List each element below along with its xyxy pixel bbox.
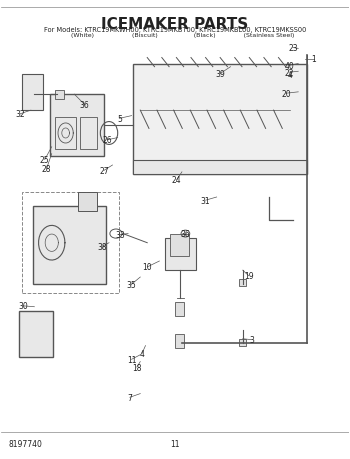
Bar xyxy=(22,193,119,293)
Bar xyxy=(19,312,54,357)
Text: 25: 25 xyxy=(40,156,50,165)
Text: 36: 36 xyxy=(181,230,190,239)
Bar xyxy=(133,161,307,175)
Text: 4: 4 xyxy=(140,349,145,358)
Text: 40: 40 xyxy=(285,62,294,71)
Bar xyxy=(170,234,189,257)
Text: 20: 20 xyxy=(281,90,291,99)
Text: 19: 19 xyxy=(244,272,253,280)
Text: 39: 39 xyxy=(215,70,225,79)
Text: 30: 30 xyxy=(18,302,28,311)
Text: 8197740: 8197740 xyxy=(8,439,42,448)
Text: 22: 22 xyxy=(285,68,294,78)
Text: For Models: KTRC19MKWH00, KTRC19MKBT00, KTRC19MKBL00, KTRC19MKSS00: For Models: KTRC19MKWH00, KTRC19MKBT00, … xyxy=(44,27,306,33)
Text: 10: 10 xyxy=(142,263,152,272)
Bar xyxy=(133,65,307,175)
Bar xyxy=(33,207,106,284)
Text: 18: 18 xyxy=(132,363,141,372)
Text: 26: 26 xyxy=(103,136,112,145)
Text: 28: 28 xyxy=(42,165,51,174)
Text: 27: 27 xyxy=(99,167,108,176)
Text: ICEMAKER PARTS: ICEMAKER PARTS xyxy=(102,17,248,32)
Text: 32: 32 xyxy=(15,110,25,119)
Text: 1: 1 xyxy=(312,55,316,64)
Text: 5: 5 xyxy=(117,115,122,123)
Bar xyxy=(55,90,64,100)
Text: 3: 3 xyxy=(249,336,254,344)
Text: 33: 33 xyxy=(115,230,125,240)
Bar xyxy=(78,193,97,211)
Text: 11: 11 xyxy=(170,439,180,448)
Bar xyxy=(239,280,246,286)
Text: 7: 7 xyxy=(127,393,132,402)
Text: (White)                   (Biscuit)                  (Black)              (Stain: (White) (Biscuit) (Black) (Stain xyxy=(55,34,295,38)
Text: 24: 24 xyxy=(172,176,182,185)
Bar xyxy=(55,118,76,150)
Bar xyxy=(50,95,104,157)
Text: 11: 11 xyxy=(127,355,136,364)
Bar xyxy=(175,335,184,348)
Text: 4: 4 xyxy=(287,71,292,80)
Text: 35: 35 xyxy=(126,280,136,290)
Bar xyxy=(22,74,43,111)
Bar xyxy=(175,302,184,316)
Bar xyxy=(164,239,196,270)
Bar xyxy=(79,118,97,150)
Text: 23: 23 xyxy=(288,44,298,53)
Bar xyxy=(239,339,246,346)
Text: 36: 36 xyxy=(80,101,90,110)
Text: 38: 38 xyxy=(97,242,107,252)
Text: 31: 31 xyxy=(201,196,210,205)
